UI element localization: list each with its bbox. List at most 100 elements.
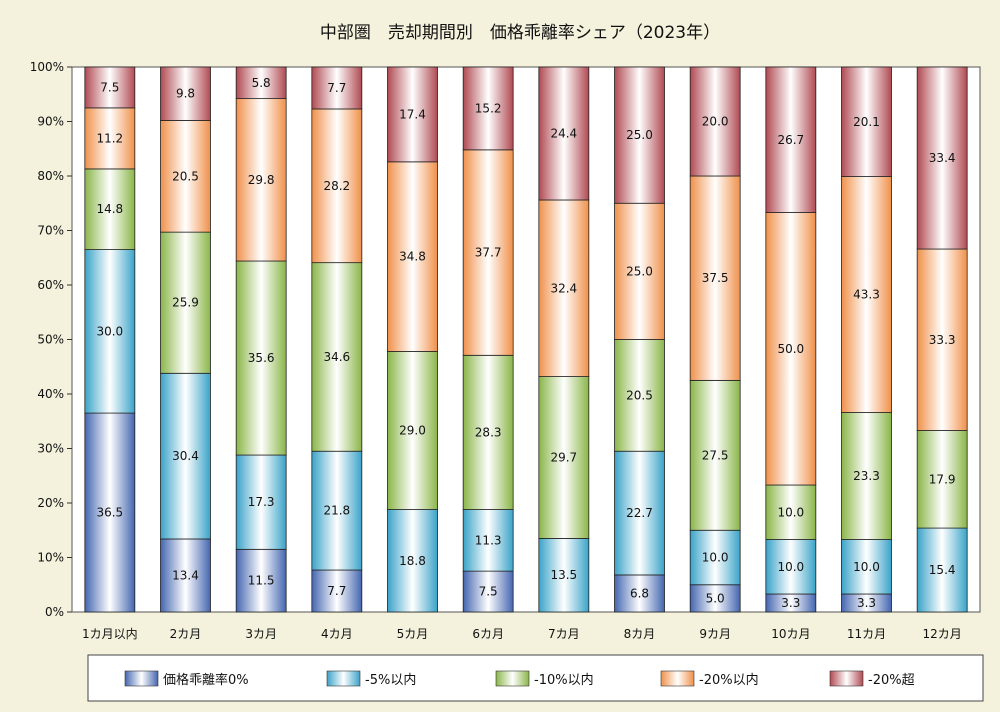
x-category-label: 4カ月: [321, 627, 353, 641]
bar-segment: [84, 168, 136, 250]
bar-segment: [235, 454, 287, 550]
bar-value-label: 17.9: [929, 472, 956, 486]
y-tick-label: 30%: [37, 442, 64, 456]
legend-label: -5%以内: [365, 672, 416, 688]
x-category-label: 10カ月: [771, 627, 810, 641]
x-category-label: 2カ月: [170, 627, 202, 641]
bar-value-label: 32.4: [550, 281, 577, 295]
y-tick-label: 50%: [37, 333, 64, 347]
bar-value-label: 29.8: [248, 173, 275, 187]
bar-value-label: 15.2: [475, 101, 502, 115]
y-tick-label: 10%: [37, 551, 64, 565]
bar-value-label: 18.8: [399, 554, 426, 568]
bar-value-label: 13.5: [550, 568, 577, 582]
bar-segment: [84, 412, 136, 613]
bar-value-label: 29.7: [550, 450, 577, 464]
bar-segment: [84, 66, 136, 109]
x-category-label: 7カ月: [548, 627, 580, 641]
bar-value-label: 20.5: [626, 388, 653, 402]
bar-value-label: 23.3: [853, 469, 880, 483]
bar-segment: [689, 66, 741, 177]
bar-segment: [841, 66, 892, 177]
bar-segment: [462, 149, 514, 356]
x-category-label: 6カ月: [472, 627, 504, 641]
bar-value-label: 30.0: [96, 324, 123, 338]
bar-value-label: 11.2: [96, 131, 123, 145]
bar-segment: [235, 260, 287, 456]
bar-segment: [235, 98, 287, 262]
legend-label: -20%以内: [699, 672, 759, 688]
bar-value-label: 26.7: [777, 133, 804, 147]
bar-segment: [311, 262, 363, 452]
bar-value-label: 24.4: [550, 126, 577, 140]
bar-value-label: 50.0: [777, 342, 804, 356]
bar-segment: [916, 430, 968, 529]
x-category-label: 3カ月: [245, 627, 277, 641]
legend-label: -20%超: [868, 673, 915, 688]
bar-value-label: 20.5: [172, 169, 199, 183]
legend-swatch: [326, 670, 361, 687]
bar-segment: [84, 249, 136, 414]
bar-segment: [538, 538, 590, 613]
bar-value-label: 22.7: [626, 506, 653, 520]
bar-segment: [614, 450, 665, 576]
bar-value-label: 7.7: [327, 584, 346, 598]
bar-value-label: 34.6: [323, 350, 350, 364]
bar-segment: [689, 175, 741, 381]
x-category-label: 9カ月: [699, 627, 731, 641]
bar-segment: [160, 120, 211, 233]
legend-swatch: [829, 670, 864, 687]
y-tick-label: 60%: [37, 278, 64, 292]
bar-segment: [538, 66, 590, 201]
bar-value-label: 29.0: [399, 424, 426, 438]
bar-value-label: 33.4: [929, 151, 956, 165]
bar-segment: [462, 66, 514, 151]
bar-value-label: 28.2: [323, 179, 350, 193]
bar-segment: [160, 372, 211, 540]
bar-value-label: 30.4: [172, 449, 199, 463]
bar-value-label: 17.3: [248, 495, 275, 509]
bar-value-label: 36.5: [96, 506, 123, 520]
bar-value-label: 27.5: [702, 448, 729, 462]
bar-value-label: 25.0: [626, 264, 653, 278]
bar-value-label: 10.0: [853, 560, 880, 574]
legend-swatch: [660, 670, 695, 687]
y-tick-label: 70%: [37, 224, 64, 238]
bar-value-label: 10.0: [777, 560, 804, 574]
bar-value-label: 10.0: [702, 551, 729, 565]
x-category-label: 5カ月: [397, 627, 429, 641]
bar-value-label: 21.8: [323, 504, 350, 518]
bar-value-label: 11.3: [475, 533, 502, 547]
bar-value-label: 7.5: [100, 80, 119, 94]
bar-value-label: 6.8: [630, 586, 649, 600]
bar-segment: [84, 107, 136, 170]
bar-segment: [311, 108, 363, 264]
y-tick-label: 80%: [37, 169, 64, 183]
bar-segment: [387, 509, 438, 613]
bar-segment: [916, 66, 968, 250]
bar-segment: [689, 379, 741, 531]
bar-value-label: 11.5: [248, 574, 275, 588]
bar-segment: [765, 484, 817, 540]
bar-value-label: 28.3: [475, 425, 502, 439]
x-category-label: 12カ月: [923, 627, 962, 641]
y-tick-label: 0%: [45, 605, 64, 619]
bar-segment: [311, 66, 363, 110]
bar-segment: [462, 354, 514, 510]
bar-segment: [765, 539, 817, 595]
bar-value-label: 25.9: [172, 296, 199, 310]
bar-value-label: 37.7: [475, 246, 502, 260]
bar-segment: [689, 584, 741, 613]
x-axis: 1カ月以内 2カ月 3カ月 4カ月 5カ月 6カ月 7カ月 8カ月 9カ月 10カ月 11カ月 12カ…: [82, 627, 962, 641]
legend-swatch: [495, 670, 530, 687]
chart-title: 中部圏 売却期間別 価格乖離率シェア（2023年）: [320, 23, 720, 43]
bar-value-label: 7.5: [479, 585, 498, 599]
bar-value-label: 7.7: [327, 81, 346, 95]
bar-segment: [538, 376, 590, 539]
bar-segment: [235, 548, 287, 613]
bar-segment: [841, 412, 892, 540]
legend: 価格乖離率0% -5%以内 -10%以内 -20%以内 -20%超: [124, 670, 915, 688]
bar-value-label: 20.1: [853, 115, 880, 129]
